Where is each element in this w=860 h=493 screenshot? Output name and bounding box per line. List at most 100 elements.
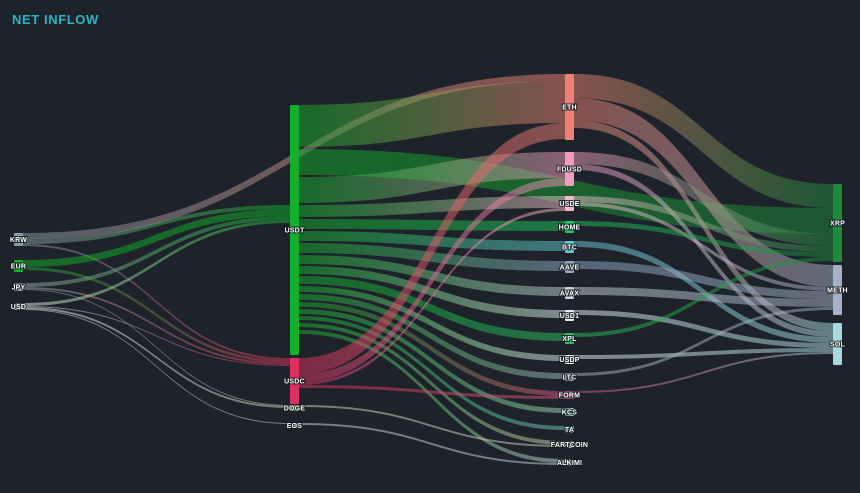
node-FORM[interactable]	[565, 391, 574, 399]
node-LTC[interactable]	[565, 373, 574, 381]
node-label-USDC: USDC	[284, 378, 305, 385]
node-label-FARTCOIN: FARTCOIN	[551, 442, 588, 449]
node-label-JPY: JPY	[12, 284, 26, 291]
flow-EUR-USDC	[23, 267, 290, 363]
node-BTC[interactable]	[565, 241, 574, 253]
flow-USD-USDC	[23, 306, 290, 366]
node-USDE[interactable]	[565, 196, 574, 211]
flow-USD-DOGE	[23, 307, 290, 408]
flow-USDT-XPL	[299, 276, 565, 341]
node-JPY[interactable]	[14, 283, 23, 291]
flow-USDT-AVAX	[299, 255, 565, 296]
flow-USDT-KCS	[299, 309, 565, 413]
flow-USDT-ALKIMI	[299, 330, 565, 463]
flow-FDUSD-XRP	[574, 152, 833, 246]
flow-USDT-USDP	[299, 286, 565, 361]
flow-JPY-USDT	[23, 216, 290, 287]
flow-JPY-DOGE	[23, 289, 290, 406]
flow-XPL-XRP	[574, 257, 833, 337]
node-label-USDT: USDT	[285, 227, 305, 234]
flow-LTC-METH	[574, 307, 833, 376]
node-KCS[interactable]	[565, 408, 574, 416]
node-label-KCS: KCS	[562, 409, 578, 416]
flow-AAVE-METH	[574, 261, 833, 299]
flow-USDT-TA	[299, 316, 565, 430]
node-label-USD: USD	[11, 304, 26, 311]
flow-KRW-USDC	[23, 244, 290, 360]
node-USDT[interactable]	[290, 105, 299, 355]
node-USDP[interactable]	[565, 355, 574, 364]
flow-DOGE-FARTCOIN	[299, 405, 565, 447]
flow-USDE-METH	[574, 202, 833, 291]
node-KRW[interactable]	[14, 233, 23, 246]
node-AAVE[interactable]	[565, 261, 574, 273]
flow-USDT-FORM	[299, 302, 565, 396]
node-EUR[interactable]	[14, 260, 23, 272]
node-label-ETH: ETH	[562, 104, 577, 111]
node-label-METH: METH	[827, 287, 848, 294]
node-USD1[interactable]	[565, 310, 574, 321]
flow-FORM-SOL	[574, 352, 833, 393]
flow-USDT-FDUSD	[299, 152, 565, 203]
node-label-EUR: EUR	[11, 263, 26, 270]
flow-BTC-SOL	[574, 241, 833, 343]
node-label-TA: TA	[565, 427, 574, 434]
flow-USDP-SOL	[574, 348, 833, 359]
node-FDUSD[interactable]	[565, 152, 574, 186]
node-label-USD1: USD1	[560, 313, 579, 320]
flow-ETH-METH	[574, 98, 833, 287]
node-label-USDE: USDE	[559, 201, 579, 208]
flow-USDT-USD1	[299, 266, 565, 318]
node-label-EOS: EOS	[287, 423, 303, 430]
node-METH[interactable]	[833, 265, 842, 315]
node-FARTCOIN[interactable]	[565, 441, 574, 448]
node-XPL[interactable]	[565, 333, 574, 344]
flow-USD1-SOL	[574, 310, 833, 348]
flow-USD-USDT	[23, 220, 290, 306]
flow-USDC-USDE	[299, 208, 565, 385]
flow-ETH-XRP	[574, 74, 833, 208]
flow-USDC-FORM	[299, 385, 565, 399]
flow-USDT-ETH	[299, 81, 565, 147]
node-label-LTC: LTC	[563, 374, 577, 381]
node-label-AVAX: AVAX	[560, 290, 579, 297]
node-label-XPL: XPL	[562, 336, 577, 343]
flow-EUR-USDT	[23, 209, 290, 267]
node-label-AAVE: AAVE	[560, 264, 580, 271]
node-label-HOME: HOME	[559, 224, 581, 231]
flow-USDT-LTC	[299, 294, 565, 379]
node-DOGE[interactable]	[290, 405, 299, 411]
node-label-FDUSD: FDUSD	[557, 166, 582, 173]
node-SOL[interactable]	[833, 323, 842, 365]
node-HOME[interactable]	[565, 221, 574, 233]
flow-FDUSD-SOL	[574, 164, 833, 337]
node-USDC[interactable]	[290, 358, 299, 404]
node-label-DOGE: DOGE	[284, 405, 306, 412]
node-AVAX[interactable]	[565, 287, 574, 299]
flow-USDT-AAVE	[299, 243, 565, 271]
node-USD[interactable]	[14, 303, 23, 310]
flow-USDE-XRP	[574, 196, 833, 252]
flow-USDT-FARTCOIN	[299, 323, 565, 445]
flow-USDT-HOME	[299, 219, 565, 231]
node-EOS[interactable]	[290, 423, 299, 428]
node-ETH[interactable]	[565, 74, 574, 140]
node-label-USDP: USDP	[559, 357, 579, 364]
node-label-SOL: SOL	[830, 341, 846, 348]
flow-KRW-USDT	[23, 205, 290, 244]
flow-HOME-XRP	[574, 221, 833, 257]
node-TA[interactable]	[565, 426, 574, 433]
node-XRP[interactable]	[833, 184, 842, 262]
flow-EOS-ALKIMI	[299, 423, 565, 465]
node-label-FORM: FORM	[559, 392, 580, 399]
node-label-KRW: KRW	[10, 237, 27, 244]
node-label-ALKIMI: ALKIMI	[557, 460, 582, 467]
node-ALKIMI[interactable]	[565, 459, 574, 466]
flow-JPY-USDC	[23, 287, 290, 365]
flow-USDC-FDUSD	[299, 178, 565, 382]
flow-USD-EOS	[23, 309, 290, 424]
node-label-XRP: XRP	[830, 220, 845, 227]
flow-USDC-ETH	[299, 123, 565, 374]
